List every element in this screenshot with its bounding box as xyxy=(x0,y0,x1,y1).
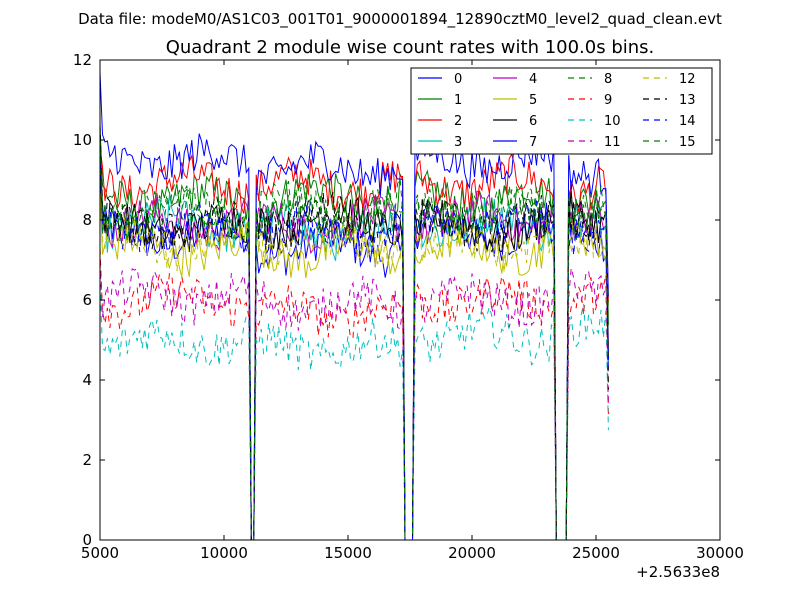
legend-label-7: 7 xyxy=(529,135,537,150)
series-line-9 xyxy=(100,248,609,540)
x-tick-label: 25000 xyxy=(572,544,620,562)
series-line-13 xyxy=(100,124,609,540)
x-offset-label: +2.5633e8 xyxy=(636,563,720,581)
legend-label-12: 12 xyxy=(679,72,696,87)
x-tick-label: 20000 xyxy=(448,544,496,562)
series-line-1 xyxy=(100,125,609,540)
chart-title: Quadrant 2 module wise count rates with … xyxy=(166,37,655,58)
legend-label-13: 13 xyxy=(679,93,696,108)
legend-label-5: 5 xyxy=(529,93,537,108)
y-tick-label: 10 xyxy=(73,131,92,149)
y-tick-label: 12 xyxy=(73,51,92,69)
series-line-10 xyxy=(100,283,609,540)
x-tick-label: 15000 xyxy=(324,544,372,562)
legend-label-14: 14 xyxy=(679,114,696,129)
legend-label-2: 2 xyxy=(454,114,462,129)
figure-suptitle: Data file: modeM0/AS1C03_001T01_90000018… xyxy=(78,10,722,29)
series-line-11 xyxy=(100,261,609,540)
legend-label-3: 3 xyxy=(454,135,462,150)
series-line-6 xyxy=(100,170,609,540)
legend-label-10: 10 xyxy=(604,114,621,129)
y-tick-label: 4 xyxy=(82,371,92,389)
series-line-8 xyxy=(100,140,609,540)
legend-label-11: 11 xyxy=(604,135,621,150)
legend-frame xyxy=(410,67,713,155)
legend-label-8: 8 xyxy=(604,72,612,87)
legend-label-4: 4 xyxy=(529,72,537,87)
x-tick-label: 30000 xyxy=(696,544,744,562)
x-tick-label: 5000 xyxy=(81,544,119,562)
legend-label-0: 0 xyxy=(454,72,462,87)
series-line-5 xyxy=(100,186,609,540)
legend-label-9: 9 xyxy=(604,93,612,108)
y-tick-label: 6 xyxy=(82,291,92,309)
y-tick-label: 2 xyxy=(82,451,92,469)
series-group xyxy=(100,72,609,540)
x-tick-label: 10000 xyxy=(200,544,248,562)
y-tick-label: 0 xyxy=(82,531,92,549)
legend-label-1: 1 xyxy=(454,93,462,108)
y-tick-label: 8 xyxy=(82,211,92,229)
legend-label-6: 6 xyxy=(529,114,537,129)
series-line-15 xyxy=(100,135,609,540)
series-line-12 xyxy=(100,191,609,540)
legend-label-15: 15 xyxy=(679,135,696,150)
